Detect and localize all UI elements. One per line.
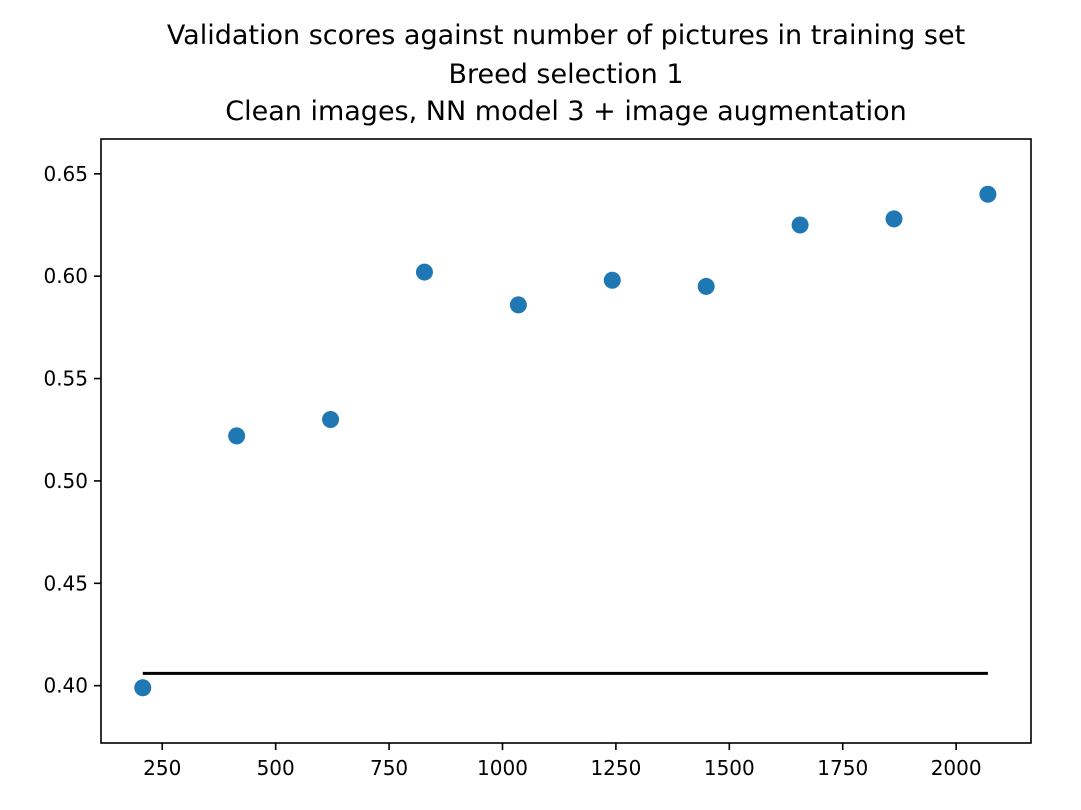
x-tick-label: 500 [257,756,295,780]
data-point [134,679,152,697]
y-tick-label: 0.40 [43,674,88,698]
x-tick-label: 1000 [477,756,528,780]
data-point [885,210,903,228]
y-tick-label: 0.65 [43,162,88,186]
y-tick-label: 0.60 [43,264,88,288]
y-tick-label: 0.45 [43,571,88,595]
plot-frame [100,138,1032,744]
data-point [509,296,527,314]
data-point [979,185,997,203]
chart-title: Validation scores against number of pict… [167,20,965,127]
chart-title-line-1: Validation scores against number of pict… [167,20,965,51]
x-tick-label: 1750 [817,756,868,780]
data-point [228,427,246,445]
y-tick-label: 0.55 [43,367,88,391]
plot-area [134,185,997,697]
x-tick-label: 750 [370,756,408,780]
chart-title-line-2: Breed selection 1 [448,59,683,90]
x-tick-label: 1250 [590,756,641,780]
data-point [697,277,715,295]
x-tick-label: 1500 [704,756,755,780]
y-tick-label: 0.50 [43,469,88,493]
data-point [603,271,621,289]
data-point [415,263,433,281]
chart-title-line-3: Clean images, NN model 3 + image augment… [225,96,907,127]
x-tick-label: 2000 [931,756,982,780]
axes: 250 500 750 1000 1250 1500 1750 2000 0.40 0.45 0.5… [43,138,1032,780]
data-point [322,411,340,428]
x-tick-label: 250 [143,756,181,780]
data-point [791,216,809,234]
